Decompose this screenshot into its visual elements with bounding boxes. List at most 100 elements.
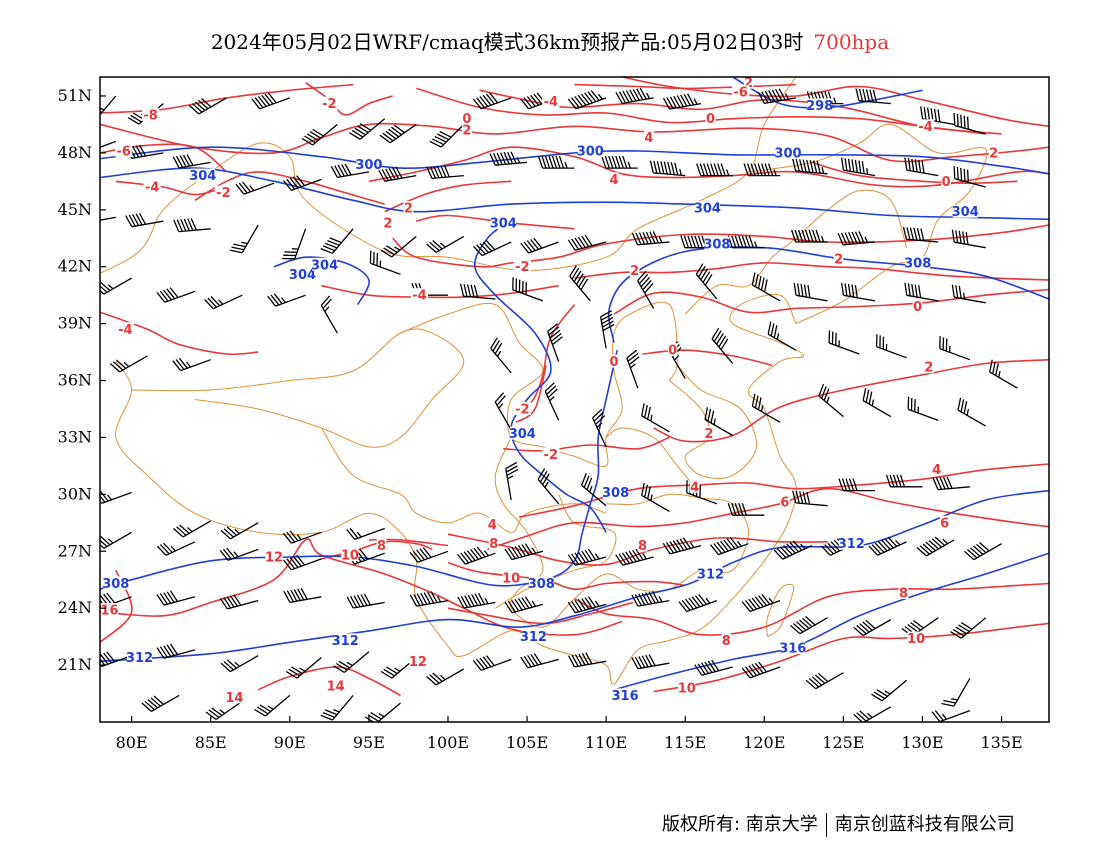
contour-label-bg [577, 144, 603, 157]
contour-label-bg [410, 288, 429, 302]
wind-barb [125, 212, 164, 228]
footer-separator [825, 813, 827, 837]
contour-label-bg [502, 570, 520, 584]
contour-label-bg [743, 77, 754, 89]
wind-barb [649, 160, 686, 177]
contour-label: 2 [404, 201, 413, 216]
contour-label: 2 [704, 427, 713, 442]
contour-label: 6 [780, 495, 789, 510]
contour-label: 312 [697, 568, 724, 583]
contour-label: 0 [942, 175, 951, 190]
contour-label: 312 [126, 651, 153, 666]
contour-label-bg [833, 252, 844, 266]
contour-label: 14 [225, 691, 243, 706]
wind-barb [741, 593, 781, 613]
wind-barb [951, 229, 986, 249]
y-tick-label: 30N [58, 484, 92, 503]
wind-barb [696, 163, 733, 177]
wind-barb [871, 679, 908, 702]
wind-barb [567, 548, 607, 566]
boundary-line [684, 189, 908, 315]
contour-line [642, 349, 773, 367]
contour-label: 304 [509, 427, 536, 442]
contour-label: 16 [100, 604, 118, 619]
wind-barb [349, 118, 386, 140]
contour-label-bg [838, 536, 864, 550]
contour-line [503, 436, 670, 452]
contour-label-bg [383, 216, 393, 230]
plot-frame [99, 76, 1050, 723]
contour-label: 6 [940, 516, 949, 531]
wind-barb [456, 546, 496, 565]
wind-barb [790, 229, 828, 243]
wind-barb [741, 661, 781, 679]
contour-label: 304 [289, 268, 316, 283]
contour-label: 14 [327, 680, 345, 695]
x-tick-label: 90E [274, 733, 306, 752]
wind-barb [818, 383, 844, 418]
contour-label-bg [142, 107, 160, 121]
wind-barb [229, 224, 259, 254]
contour-line [574, 83, 796, 90]
wind-barb [580, 473, 607, 507]
wind-barb [631, 231, 670, 246]
contour-line [392, 224, 1049, 268]
contour-label-bg [116, 322, 134, 336]
contour-labels: 2-60 0-4-4-822-2-6-4 -244 02-2222-40-400-22… [100, 77, 999, 706]
contour-label-bg [704, 236, 730, 250]
contour-label: 304 [311, 258, 338, 273]
contour-label: 298 [806, 99, 833, 114]
wind-barb [426, 165, 464, 180]
contour-label: -4 [412, 289, 426, 304]
wind-barb [567, 90, 607, 110]
x-tick-label: 115E [664, 733, 706, 752]
contour-label-bg [528, 576, 554, 590]
contour-label: 308 [602, 486, 629, 501]
wind-barb [757, 88, 797, 105]
contour-line [447, 561, 686, 591]
wind-barb [364, 702, 401, 722]
contour-label: 308 [904, 256, 931, 271]
contour-label: 8 [899, 587, 908, 602]
contour-line [100, 167, 1049, 221]
y-axis-ticks: 51N 48N 45N 42N 39N 36N 33N 30N 27N 24N 21N [58, 86, 106, 674]
wind-barb [282, 175, 322, 192]
contour-line [574, 582, 1049, 636]
contour-label-bg [462, 111, 472, 125]
contour-label-bg [103, 576, 129, 590]
wind-barb [862, 388, 892, 418]
contour-label-bg [689, 479, 700, 493]
contour-label-bg [704, 426, 714, 440]
contour-label: -4 [118, 323, 132, 338]
contour-label-bg [127, 650, 152, 664]
contour-label-bg [487, 517, 498, 531]
wind-barb [601, 155, 638, 169]
wind-barb [520, 653, 559, 669]
contour-label-bg [924, 360, 934, 374]
contour-label: -4 [145, 181, 159, 196]
wind-barb [459, 283, 496, 300]
wind-barb [641, 482, 670, 512]
contour-label: 10 [502, 571, 520, 586]
contour-label-bg [678, 680, 696, 694]
wind-barb [711, 327, 734, 364]
contour-label: 4 [488, 518, 497, 533]
contour-line [368, 146, 1049, 188]
contour-label: -6 [733, 86, 747, 101]
contour-label-bg [542, 447, 560, 461]
wind-barb [853, 619, 892, 637]
contour-label: 4 [690, 480, 699, 495]
wind-barb [173, 218, 211, 233]
wind-barb [920, 106, 955, 126]
contour-label-bg [320, 96, 338, 110]
contour-label: 0 [668, 344, 677, 359]
contour-label-bg [490, 216, 516, 230]
wind-barb [283, 587, 322, 604]
wind-barb [793, 282, 828, 302]
wind-barb [109, 355, 148, 373]
contour-line [305, 82, 393, 116]
wind-barb [695, 263, 718, 300]
wind-barb [494, 392, 512, 431]
contour-line [416, 87, 986, 135]
contour-label-bg [609, 354, 619, 368]
